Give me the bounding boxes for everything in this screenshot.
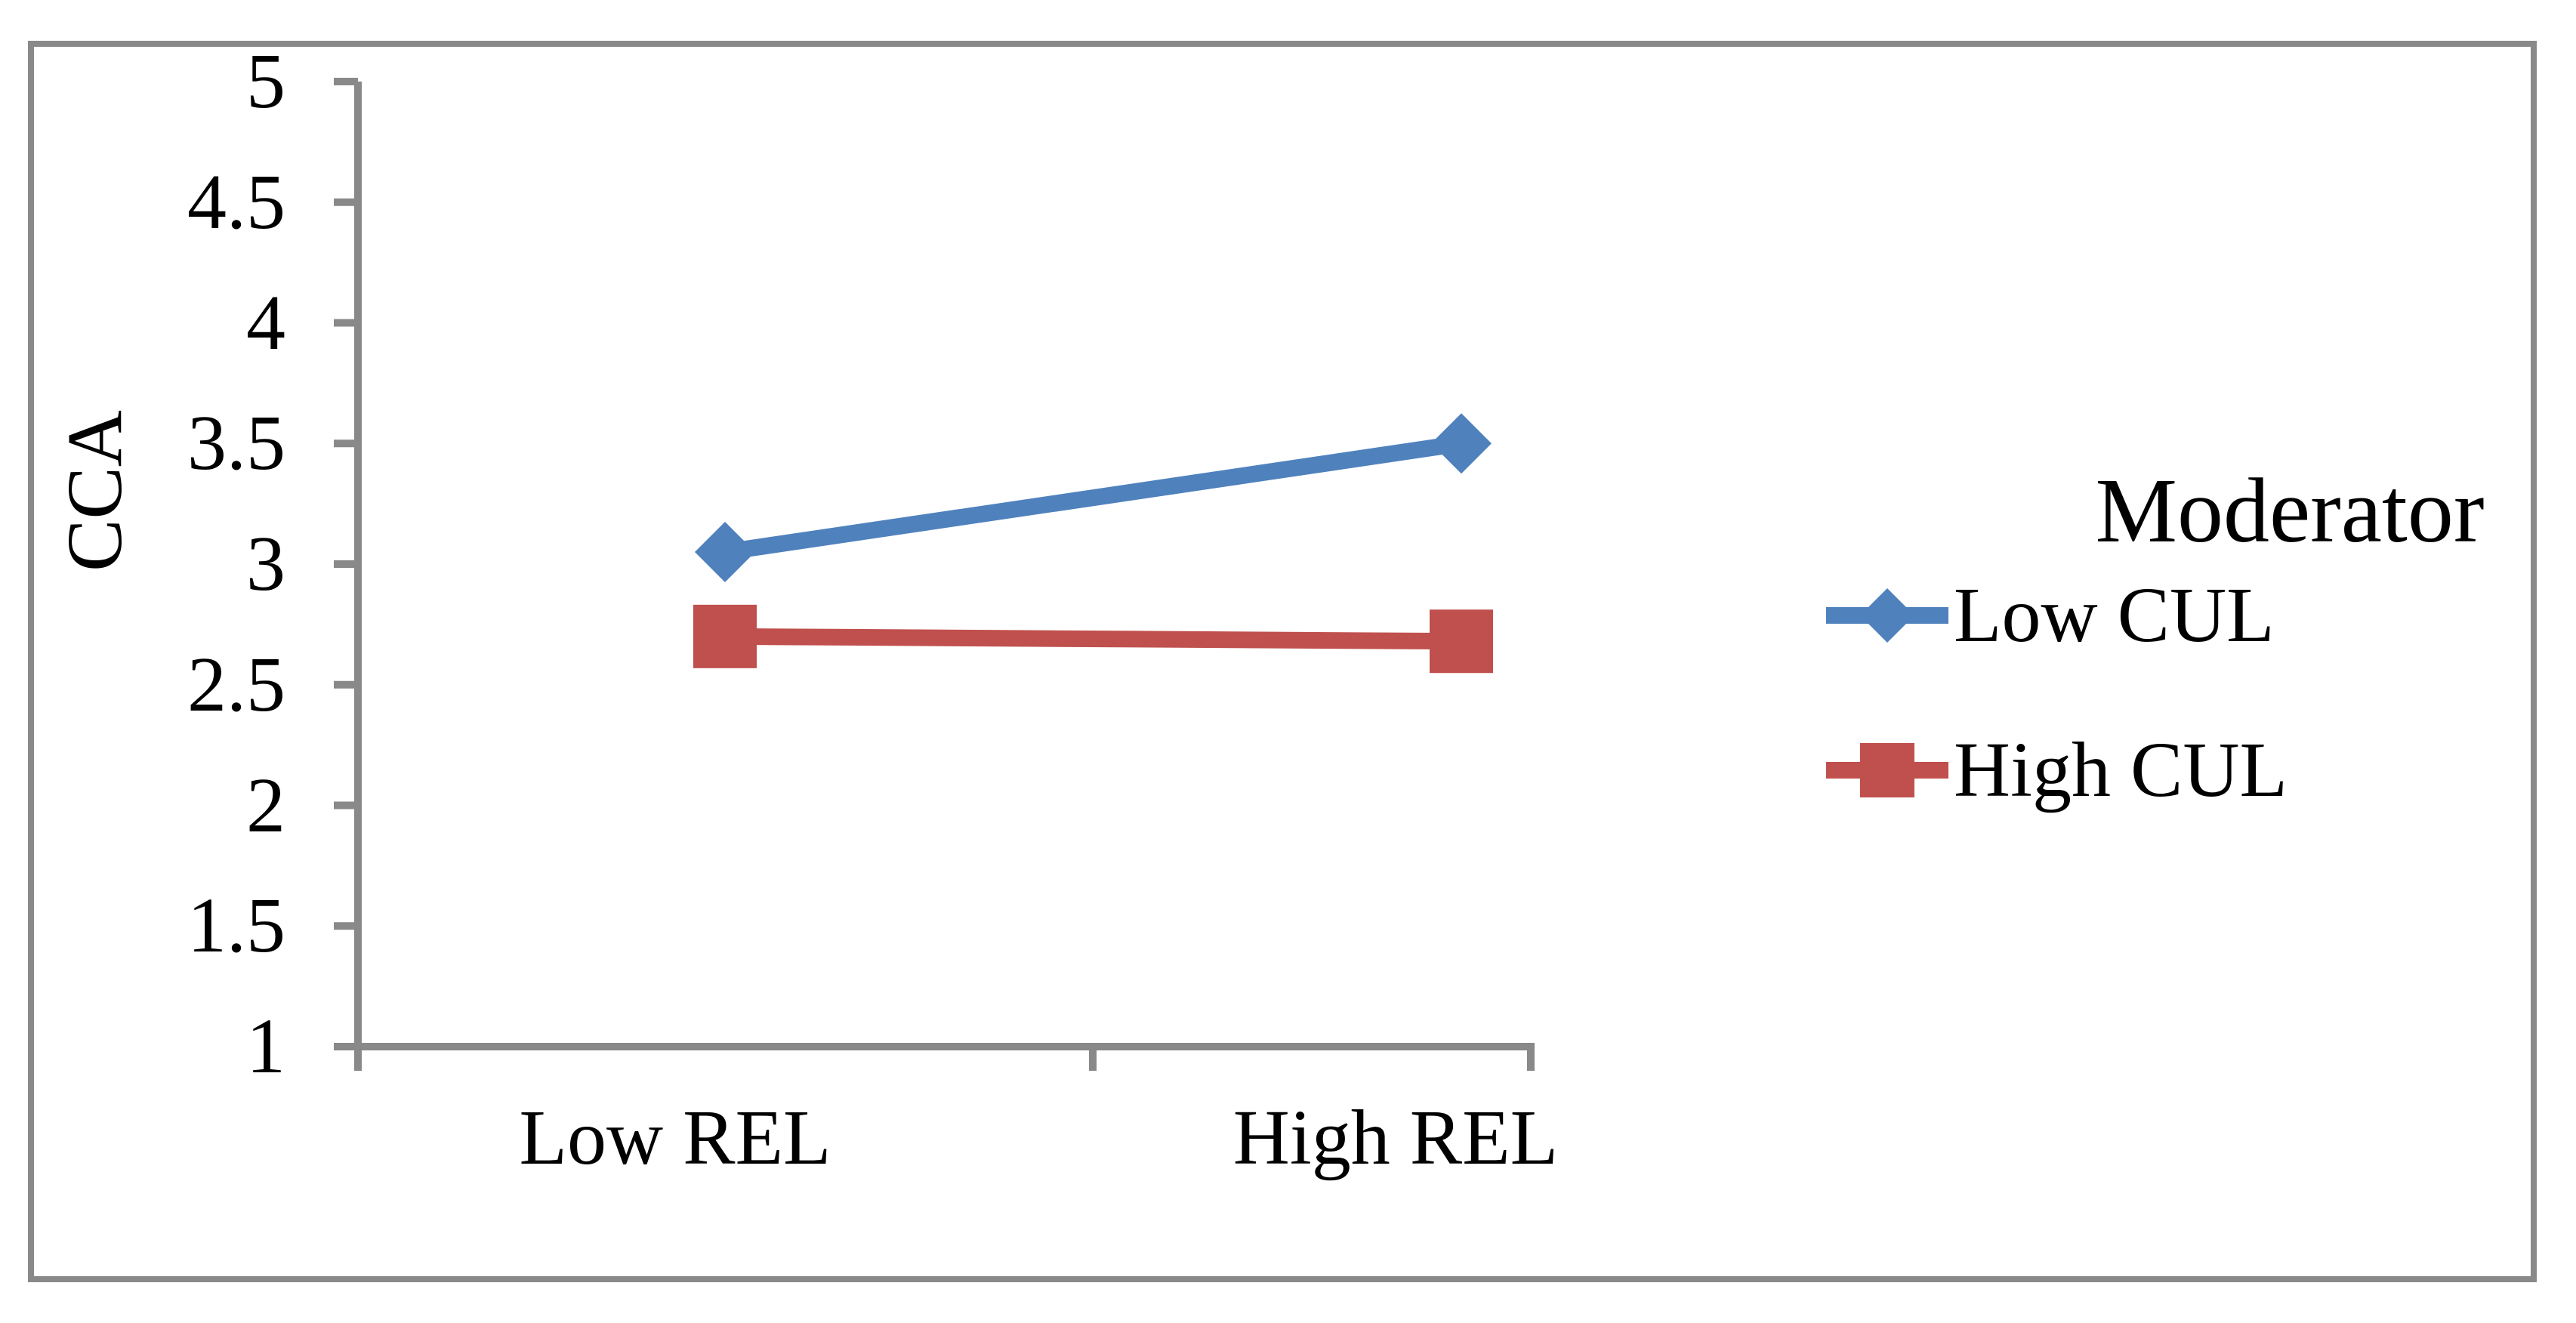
y-tick-label: 1 [246, 1003, 285, 1090]
y-tick-label: 3 [246, 520, 285, 607]
x-category-label: High REL [1232, 1094, 1559, 1181]
x-category-label: Low REL [519, 1094, 831, 1181]
y-tick-label: 2 [246, 761, 285, 849]
chart-border-frame [28, 41, 2537, 1282]
y-tick-label: 4 [246, 279, 285, 366]
legend-entry-label: Low CUL [1954, 572, 2275, 658]
series-0-marker [695, 522, 755, 583]
legend-title: Moderator [2095, 460, 2485, 562]
series-1-marker [1430, 609, 1493, 674]
y-tick-label: 1.5 [187, 882, 285, 970]
y-tick-label: 4.5 [187, 158, 285, 245]
y-tick-label: 3.5 [187, 399, 285, 487]
series-line-0 [723, 435, 1463, 560]
legend-key-marker-1 [1860, 743, 1914, 797]
y-tick-label: 5 [246, 38, 285, 125]
series-0-marker [1431, 413, 1492, 474]
y-tick-label: 2.5 [187, 640, 285, 728]
series-1-marker [693, 604, 757, 668]
series-line-1 [724, 628, 1462, 650]
legend-entry-label: High CUL [1954, 726, 2288, 813]
legend-key-marker-0 [1860, 588, 1914, 643]
